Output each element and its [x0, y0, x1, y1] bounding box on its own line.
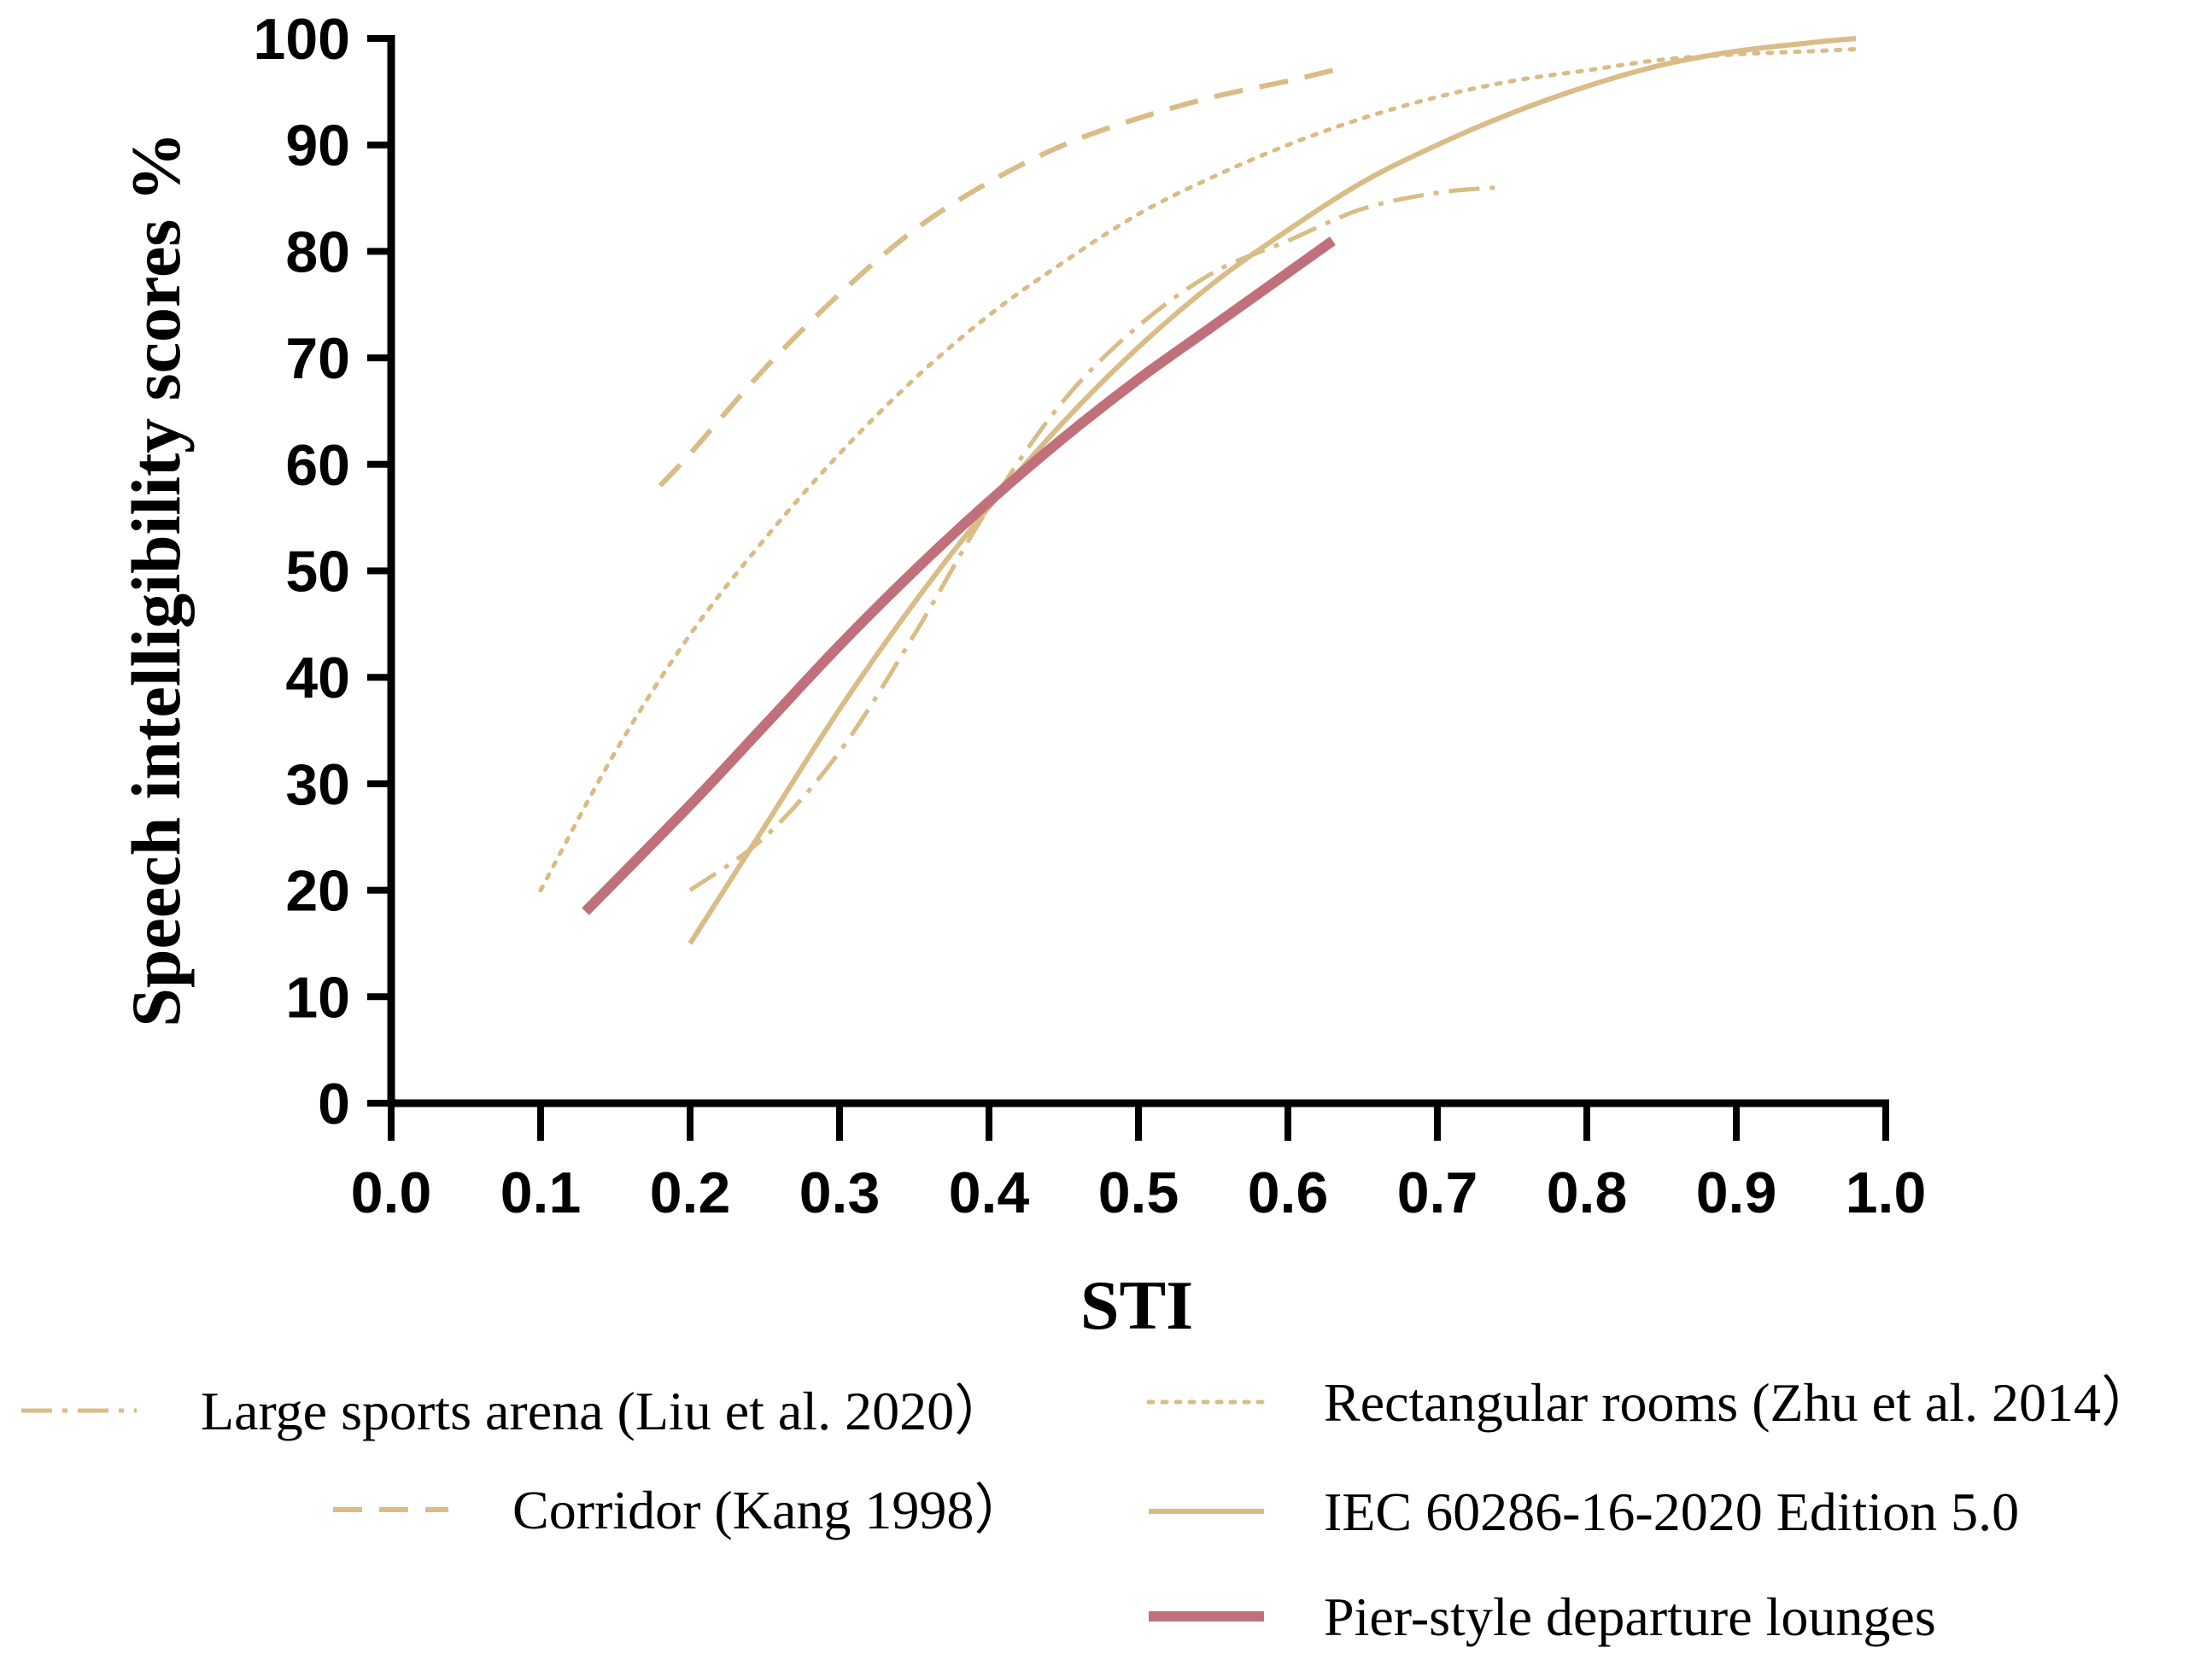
x-tick-label: 0.3: [799, 1160, 881, 1225]
series-line-iec: [688, 36, 1857, 945]
x-axis-title: STI: [1080, 1266, 1193, 1344]
series-line-rectangular: [538, 46, 1858, 893]
series-line-sports: [688, 185, 1498, 892]
legend-item-pier: Pier-style departure lounges: [1149, 1586, 1936, 1647]
legend-label-pier: Pier-style departure lounges: [1324, 1586, 1936, 1647]
y-tick-label: 100: [254, 7, 350, 72]
x-tick-label: 0.0: [351, 1160, 432, 1225]
legend-item-corridor: Corridor (Kang 1998）: [333, 1480, 1028, 1540]
legend-label-iec: IEC 60286-16-2020 Edition 5.0: [1324, 1481, 2019, 1542]
x-tick-label: 0.5: [1098, 1160, 1179, 1225]
y-tick-label: 50: [285, 540, 350, 605]
legend-item-iec: IEC 60286-16-2020 Edition 5.0: [1149, 1481, 2019, 1542]
y-tick-label: 20: [285, 859, 350, 924]
y-axis-title: Speech intelligibility scores %: [117, 131, 195, 1027]
legend-label-corridor: Corridor (Kang 1998）: [512, 1480, 1028, 1540]
x-tick-label: 0.8: [1547, 1160, 1628, 1225]
series-lines: [538, 36, 1858, 945]
x-ticks: 0.0 0.1 0.2 0.3 0.4 0.5 0.6 0.7 0.8 0.9 1.0: [351, 1103, 1927, 1225]
x-tick-label: 0.4: [949, 1160, 1030, 1225]
y-tick-label: 0: [318, 1072, 350, 1137]
x-tick-label: 0.6: [1248, 1160, 1329, 1225]
y-tick-label: 30: [285, 752, 350, 817]
legend-label-sports: Large sports arena (Liu et al. 2020）: [201, 1381, 1009, 1441]
series-line-corridor: [658, 67, 1334, 488]
y-tick-label: 10: [285, 965, 350, 1030]
y-tick-label: 60: [285, 433, 350, 498]
x-tick-label: 1.0: [1846, 1160, 1927, 1225]
y-tick-label: 70: [285, 326, 350, 391]
legend-item-rectangular: Rectangular rooms (Zhu et al. 2014）: [1146, 1372, 2156, 1433]
y-tick-label: 80: [285, 219, 350, 284]
series-line-pier: [582, 237, 1336, 915]
plot-area: [538, 36, 1858, 945]
x-tick-label: 0.9: [1696, 1160, 1777, 1225]
y-tick-label: 40: [285, 646, 350, 710]
legend-item-sports: Large sports arena (Liu et al. 2020）: [21, 1381, 1009, 1441]
x-tick-label: 0.2: [650, 1160, 731, 1225]
legend-label-rectangular: Rectangular rooms (Zhu et al. 2014）: [1324, 1372, 2156, 1433]
y-tick-label: 90: [285, 114, 350, 178]
y-ticks: 0 10 20 30 40 50 60 70 80 90 100: [254, 7, 391, 1137]
x-tick-label: 0.1: [500, 1160, 582, 1225]
legend: Large sports arena (Liu et al. 2020） Corr…: [21, 1372, 2156, 1647]
x-tick-label: 0.7: [1397, 1160, 1478, 1225]
